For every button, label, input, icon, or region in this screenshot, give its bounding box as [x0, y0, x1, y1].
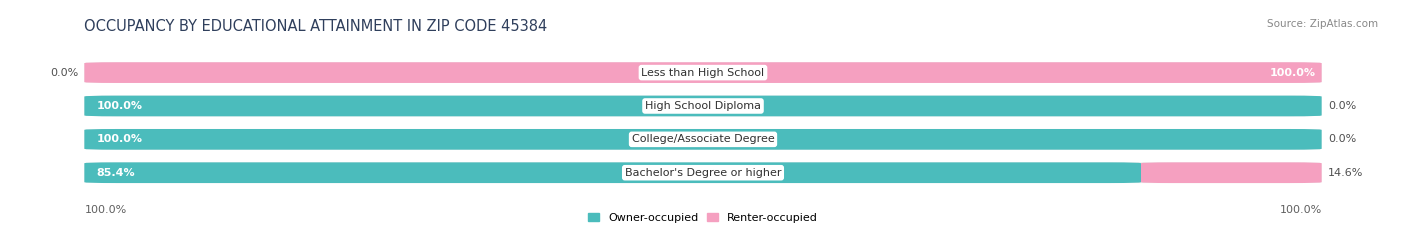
Text: 100.0%: 100.0%: [97, 101, 143, 111]
FancyBboxPatch shape: [84, 96, 1322, 116]
Text: 14.6%: 14.6%: [1327, 168, 1364, 178]
Text: Source: ZipAtlas.com: Source: ZipAtlas.com: [1267, 19, 1378, 29]
FancyBboxPatch shape: [84, 162, 1142, 183]
Text: College/Associate Degree: College/Associate Degree: [631, 134, 775, 144]
Text: 100.0%: 100.0%: [1279, 205, 1322, 215]
FancyBboxPatch shape: [84, 162, 1322, 183]
Text: 0.0%: 0.0%: [51, 68, 79, 78]
FancyBboxPatch shape: [84, 129, 1322, 150]
FancyBboxPatch shape: [84, 62, 1322, 83]
Text: OCCUPANCY BY EDUCATIONAL ATTAINMENT IN ZIP CODE 45384: OCCUPANCY BY EDUCATIONAL ATTAINMENT IN Z…: [84, 19, 547, 34]
Text: Less than High School: Less than High School: [641, 68, 765, 78]
Text: 85.4%: 85.4%: [97, 168, 135, 178]
FancyBboxPatch shape: [1142, 162, 1322, 183]
FancyBboxPatch shape: [84, 129, 1322, 150]
FancyBboxPatch shape: [84, 96, 1322, 116]
Text: 100.0%: 100.0%: [97, 134, 143, 144]
Legend: Owner-occupied, Renter-occupied: Owner-occupied, Renter-occupied: [583, 209, 823, 227]
Text: 0.0%: 0.0%: [1327, 134, 1355, 144]
Text: 0.0%: 0.0%: [1327, 101, 1355, 111]
FancyBboxPatch shape: [84, 62, 1322, 83]
Text: 100.0%: 100.0%: [1270, 68, 1316, 78]
Text: Bachelor's Degree or higher: Bachelor's Degree or higher: [624, 168, 782, 178]
Text: 100.0%: 100.0%: [84, 205, 127, 215]
Text: High School Diploma: High School Diploma: [645, 101, 761, 111]
